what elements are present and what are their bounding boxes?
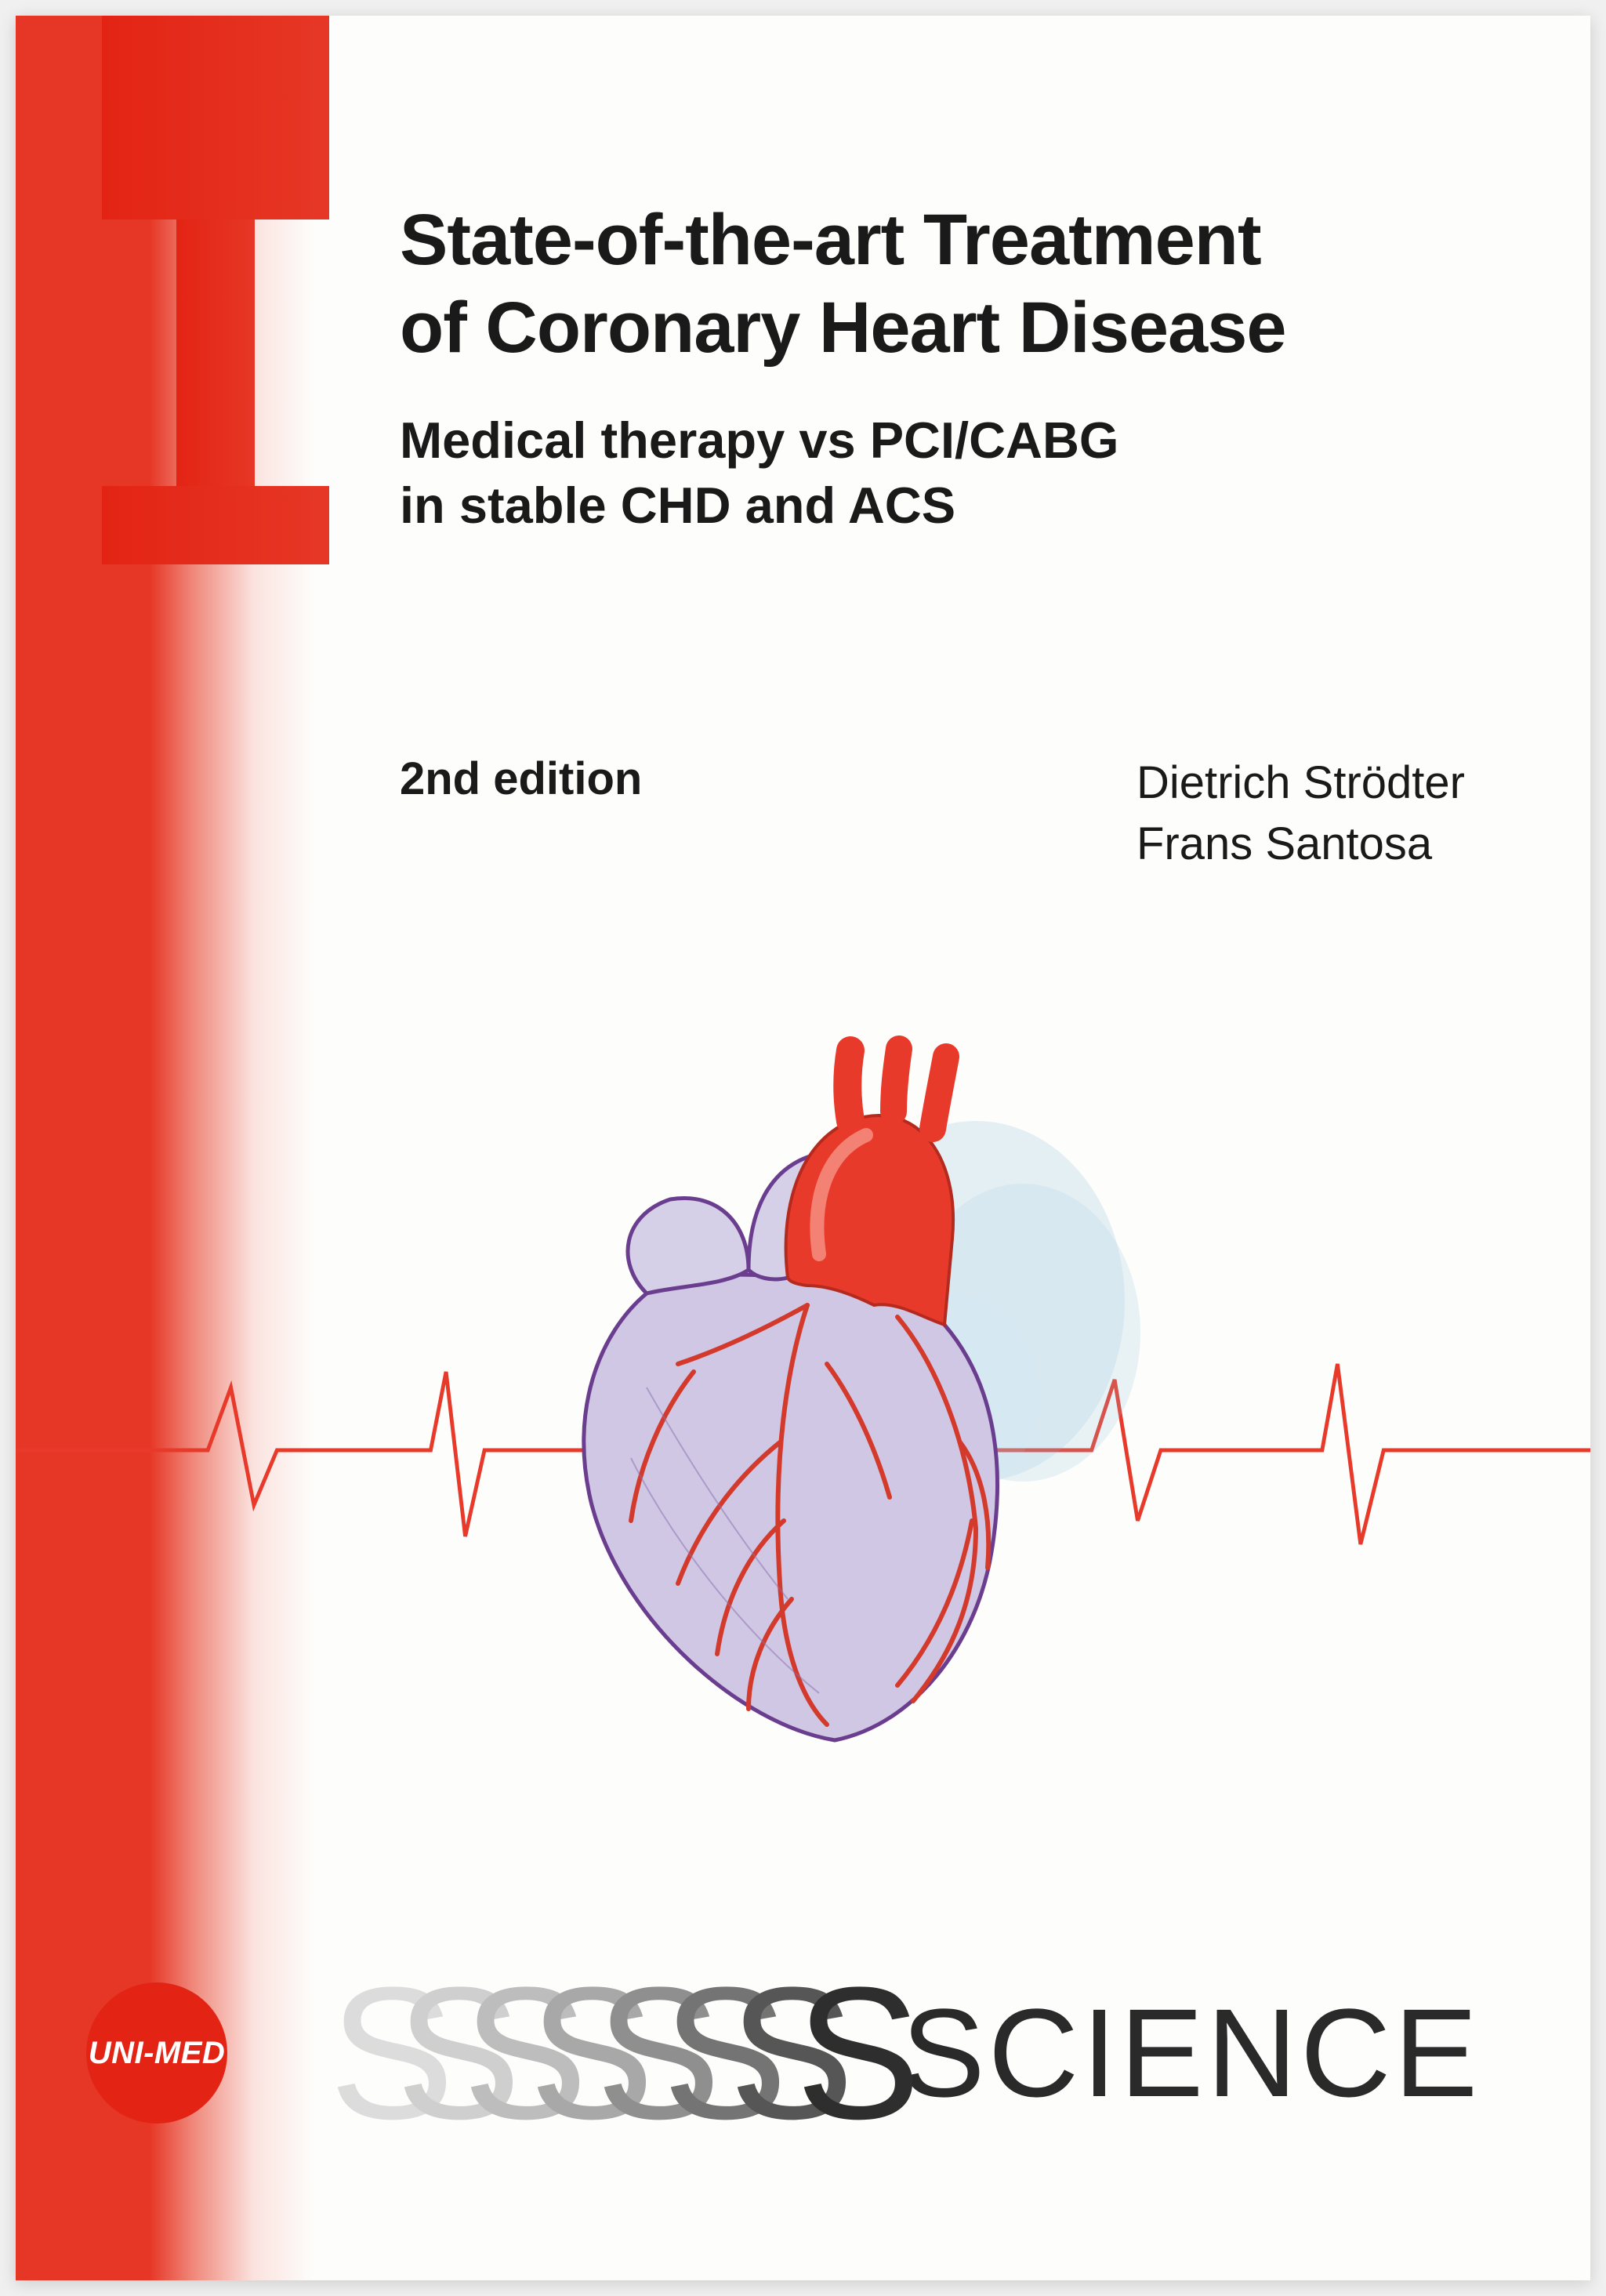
publisher-logo-dot: UNI-MED <box>86 1982 227 2124</box>
edition-label: 2nd edition <box>400 753 642 805</box>
red-ibeam-ornament <box>102 16 329 564</box>
subtitle-line-1: Medical therapy vs PCI/CABG <box>400 408 1119 473</box>
author-1: Dietrich Strödter <box>1137 753 1465 814</box>
author-list: Dietrich Strödter Frans Santosa <box>1137 753 1465 876</box>
author-2: Frans Santosa <box>1137 814 1465 875</box>
title-line-2: of Coronary Heart Disease <box>400 284 1286 372</box>
s-letter-stack: S S S S S S S S <box>329 1967 917 2139</box>
series-brand: S S S S S S S S SCIENCE <box>329 1951 1481 2155</box>
book-cover: State-of-the-art Treatment of Coronary H… <box>16 16 1590 2280</box>
publisher-name: UNI-MED <box>89 2036 226 2071</box>
subtitle-line-2: in stable CHD and ACS <box>400 473 1119 538</box>
series-word: SCIENCE <box>901 1981 1481 2125</box>
title-line-1: State-of-the-art Treatment <box>400 196 1286 284</box>
book-title: State-of-the-art Treatment of Coronary H… <box>400 196 1286 372</box>
book-subtitle: Medical therapy vs PCI/CABG in stable CH… <box>400 408 1119 538</box>
publisher-row: UNI-MED S S S S S S S S SCIENCE <box>16 1951 1590 2155</box>
heart-illustration <box>16 996 1590 1858</box>
heart-icon <box>411 1035 1195 1819</box>
publisher-logo: UNI-MED <box>86 1951 227 2155</box>
